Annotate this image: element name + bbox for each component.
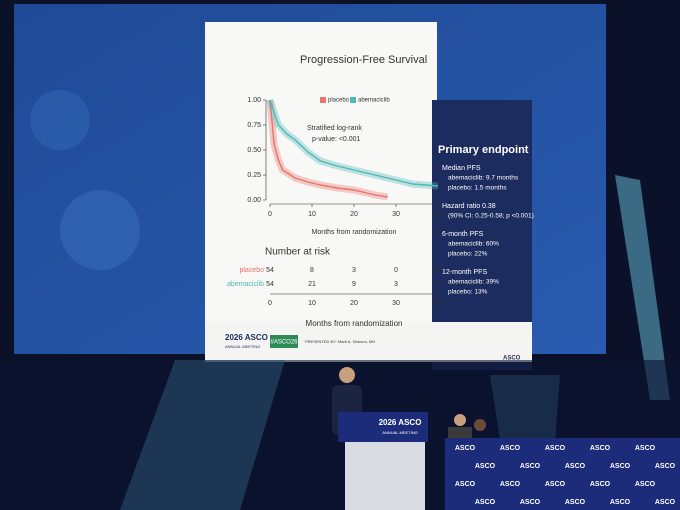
banner-logo: ASCO	[455, 445, 476, 452]
legend-swatch	[350, 97, 356, 103]
panel-item: abemaciclib: 60%	[448, 241, 499, 248]
risk-count: 54	[266, 267, 274, 274]
risk-title: Number at risk	[265, 247, 331, 258]
banner-logo: ASCO	[610, 463, 631, 470]
x-tick-label: 30	[392, 211, 400, 218]
screen-glow	[60, 190, 140, 270]
legend-swatch	[320, 97, 326, 103]
risk-x-label: Months from randomization	[306, 319, 403, 328]
risk-x-tick: 20	[350, 300, 358, 307]
banner-logo: ASCO	[590, 481, 611, 488]
podium-body	[345, 442, 425, 510]
podium-logo: 2026 ASCO	[379, 418, 422, 427]
screen-glow	[30, 90, 90, 150]
banner-logo: ASCO	[590, 445, 611, 452]
risk-count: 0	[394, 267, 398, 274]
x-tick-label: 20	[350, 211, 358, 218]
panelist-head	[474, 419, 486, 431]
y-tick-label: 0.50	[247, 147, 261, 154]
podium-top	[338, 412, 428, 442]
footer-subtitle: ANNUAL MEETING	[225, 344, 260, 349]
risk-row-name: placebo	[239, 267, 264, 274]
risk-x-tick: 40	[434, 300, 442, 307]
footer-logo: 2026 ASCO	[225, 333, 268, 342]
banner-logo: ASCO	[545, 481, 566, 488]
panel-heading: 12-month PFS	[442, 269, 487, 276]
risk-count: 0	[436, 267, 440, 274]
panel-item: abemaciclib: 39%	[448, 279, 499, 286]
panel-item: placebo: 13%	[448, 289, 488, 296]
legend-label: placebo	[328, 98, 350, 104]
x-tick-label: 10	[308, 211, 316, 218]
footer-presenter: PRESENTED BY: Mark A. Dickson, MD	[305, 339, 375, 344]
panel-heading: Hazard ratio 0.38	[442, 203, 496, 210]
banner-logo: ASCO	[520, 499, 541, 506]
panel-title: Primary endpoint	[438, 144, 529, 156]
banner-logo: ASCO	[475, 463, 496, 470]
hashtag-box	[270, 335, 298, 348]
x-tick-label: 40	[434, 211, 442, 218]
y-tick-label: 1.00	[247, 97, 261, 104]
risk-count: 8	[310, 267, 314, 274]
banner-logo: ASCO	[455, 481, 476, 488]
risk-count: 21	[308, 281, 316, 288]
banner-logo: ASCO	[655, 499, 676, 506]
panel-heading: Median PFS	[442, 165, 481, 172]
panelist-head	[454, 414, 466, 426]
y-tick-label: 0.25	[247, 172, 261, 179]
panel-item: (90% CI: 0.25-0.58; p <0.001)	[448, 213, 534, 220]
slide-chart-area	[205, 22, 437, 322]
x-axis-label: Months from randomization	[312, 229, 397, 236]
y-tick-label: 0.00	[247, 197, 261, 204]
banner-logo: ASCO	[635, 445, 656, 452]
annotation: p-value: <0.001	[312, 136, 361, 143]
risk-row-name: abemaciclib	[227, 281, 264, 288]
footer-logo-right: ASCO	[503, 356, 521, 362]
survival-curve	[269, 99, 388, 198]
panel-item: abemaciclib: 9.7 months	[448, 175, 519, 182]
risk-x-tick: 10	[308, 300, 316, 307]
banner: ASCO ASCO ASCO ASCO ASCO ASCO ASCO ASCO ASCO ASCO…	[455, 445, 676, 506]
speaker-head	[339, 367, 355, 383]
banner-logo: ASCO	[655, 463, 676, 470]
risk-x-tick: 0	[268, 300, 272, 307]
podium-subtitle: ANNUAL MEETING	[382, 430, 417, 435]
banner-logo: ASCO	[500, 445, 521, 452]
banner-logo: ASCO	[545, 445, 566, 452]
risk-count: 2	[436, 281, 440, 288]
risk-count: 9	[352, 281, 356, 288]
x-tick-label: 0	[268, 211, 272, 218]
risk-count: 54	[266, 281, 274, 288]
panel-table	[445, 438, 680, 510]
panel-heading: 6-month PFS	[442, 231, 484, 238]
banner-logo: ASCO	[500, 481, 521, 488]
risk-count: 3	[394, 281, 398, 288]
panel-item: placebo: 1.5 months	[448, 185, 507, 192]
banner-logo: ASCO	[520, 463, 541, 470]
y-tick-label: 0.75	[247, 122, 261, 129]
banner-logo: ASCO	[610, 499, 631, 506]
legend-label: abemaciclib	[358, 98, 390, 104]
stripe-panel	[615, 175, 670, 400]
panel-item: placebo: 22%	[448, 251, 488, 258]
risk-x-tick: 30	[392, 300, 400, 307]
banner-logo: ASCO	[635, 481, 656, 488]
risk-count: 3	[352, 267, 356, 274]
banner-logo: ASCO	[565, 499, 586, 506]
annotation: Stratified log-rank	[307, 125, 362, 132]
footer-hashtag: #ASCO26	[270, 340, 298, 346]
survival-curve	[269, 99, 439, 187]
banner-logo: ASCO	[565, 463, 586, 470]
banner-logo: ASCO	[475, 499, 496, 506]
chart-title: Progression-Free Survival	[300, 54, 427, 66]
slide-footer	[205, 322, 532, 362]
